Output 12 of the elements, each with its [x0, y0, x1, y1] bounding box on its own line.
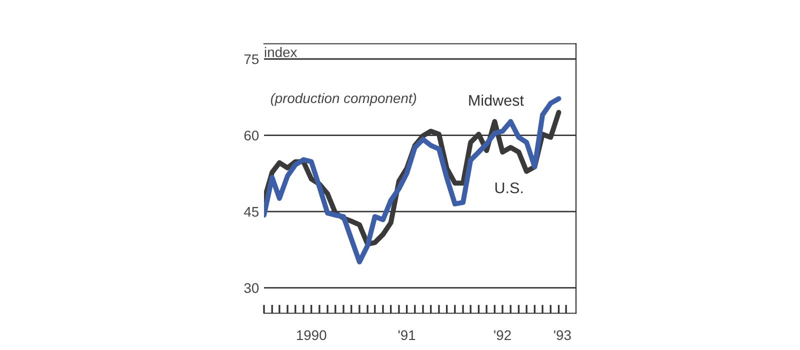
y-tick-label: 75 — [244, 54, 259, 64]
series-label: Midwest — [469, 94, 524, 106]
y-tick-label: 45 — [244, 207, 259, 217]
y-tick-label: 30 — [244, 283, 259, 293]
x-tick-label: '93 — [554, 330, 571, 340]
annotation: (production component) — [270, 92, 416, 106]
x-tick-label: 1990 — [296, 330, 326, 340]
series-label: U.S. — [495, 182, 523, 194]
y-tick-label: 60 — [244, 130, 259, 140]
x-tick-label: '92 — [494, 330, 511, 340]
y-axis-title: index — [264, 46, 298, 58]
x-tick-label: '91 — [398, 330, 416, 340]
